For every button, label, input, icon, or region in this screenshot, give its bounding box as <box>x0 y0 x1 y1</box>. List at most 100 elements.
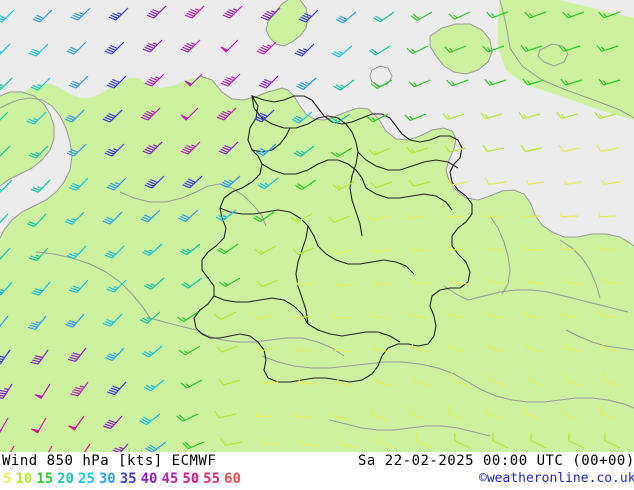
wind-barb <box>104 347 125 361</box>
legend-value-55: 55 <box>203 471 221 487</box>
wind-barb <box>218 378 241 386</box>
map-canvas <box>0 0 634 452</box>
wind-barb <box>64 211 85 225</box>
wind-barb <box>488 277 507 285</box>
wind-barb <box>260 7 281 21</box>
wind-barb <box>28 145 49 159</box>
wind-barb <box>568 432 585 449</box>
weather-map[interactable] <box>0 0 634 452</box>
wind-barb <box>106 279 127 293</box>
wind-barb <box>146 5 167 19</box>
wind-barb <box>404 113 427 121</box>
wind-barb <box>254 344 277 352</box>
wind-barb <box>253 211 275 223</box>
wind-barb <box>180 107 199 121</box>
state-border-3 <box>261 159 367 189</box>
wind-barb <box>217 243 239 255</box>
wind-barb <box>445 213 465 219</box>
legend-value-10: 10 <box>15 471 33 487</box>
legend-value-15: 15 <box>36 471 54 487</box>
wind-barb <box>333 411 351 421</box>
wind-barb <box>0 247 11 260</box>
wind-barb <box>373 344 391 353</box>
wind-barb <box>216 345 239 353</box>
wind-barb <box>30 179 51 193</box>
wind-barb <box>179 243 201 256</box>
wind-barb <box>142 39 163 53</box>
wind-barb <box>446 178 469 186</box>
wind-barb <box>10 445 15 452</box>
wind-barb <box>0 9 15 23</box>
coastline-small-isle-b <box>537 43 569 67</box>
wind-barb <box>521 212 541 218</box>
wind-barb <box>65 313 85 328</box>
wind-barb <box>408 79 431 88</box>
wind-barb <box>330 247 353 255</box>
wind-barb <box>34 383 51 400</box>
coastline-baltic-island <box>429 23 493 75</box>
wind-barb <box>526 277 545 285</box>
legend-value-30: 30 <box>98 471 116 487</box>
wind-barb <box>484 177 507 185</box>
wind-barb <box>0 77 13 91</box>
wind-barb <box>556 111 579 119</box>
wind-barb <box>26 111 47 125</box>
wind-barb <box>28 43 49 57</box>
wind-barb <box>409 405 427 421</box>
state-border-8 <box>307 323 401 343</box>
wind-barb <box>139 413 161 426</box>
map-title: Wind 850 hPa [kts] ECMWF <box>2 453 217 469</box>
region-border-1 <box>119 183 267 227</box>
wind-barb <box>564 277 583 285</box>
wind-barb <box>257 177 279 190</box>
wind-barb <box>404 211 427 220</box>
wind-barb <box>214 311 237 321</box>
legend-value-60: 60 <box>224 471 241 487</box>
wind-barb <box>530 432 547 449</box>
wind-barb <box>331 313 350 319</box>
region-border-8 <box>559 239 601 299</box>
wind-barb <box>104 245 125 259</box>
wind-barb <box>176 413 199 422</box>
wind-barb <box>600 244 619 251</box>
wind-barb <box>408 310 427 319</box>
wind-barb <box>29 247 49 262</box>
state-border-5 <box>219 207 319 247</box>
wind-barb <box>48 445 53 452</box>
region-border-3 <box>207 335 345 357</box>
wind-barb <box>486 244 505 251</box>
wind-barb <box>104 143 125 157</box>
wind-barb <box>142 243 163 256</box>
region-border-7 <box>489 215 511 295</box>
wind-barb <box>448 11 471 20</box>
wind-barb <box>218 277 241 288</box>
wind-barb <box>215 209 237 222</box>
state-border-11 <box>349 151 363 237</box>
wind-barb <box>83 443 91 452</box>
copyright-link[interactable]: ©weatheronline.co.uk <box>479 471 634 486</box>
wind-barb <box>527 372 545 387</box>
wind-barb <box>480 112 503 120</box>
wind-barb <box>0 315 9 328</box>
wind-barb <box>406 45 429 55</box>
wind-barb <box>524 11 547 19</box>
wind-barb <box>182 441 205 450</box>
wind-barb <box>68 75 89 89</box>
wind-barb <box>102 313 123 327</box>
wind-barb <box>102 211 123 225</box>
wind-barb <box>408 179 431 187</box>
wind-barb <box>451 372 469 387</box>
wind-barb <box>220 438 243 446</box>
wind-barb <box>328 215 351 223</box>
wind-barb <box>141 345 163 358</box>
wind-barb <box>296 77 317 90</box>
wind-barb <box>255 412 275 418</box>
wind-barb <box>256 143 277 156</box>
wind-barb <box>373 279 392 285</box>
wind-barb <box>256 279 279 288</box>
wind-barb <box>525 180 545 185</box>
wind-barb <box>294 43 315 57</box>
wind-barb <box>558 144 581 153</box>
coastline-nw <box>0 91 55 187</box>
